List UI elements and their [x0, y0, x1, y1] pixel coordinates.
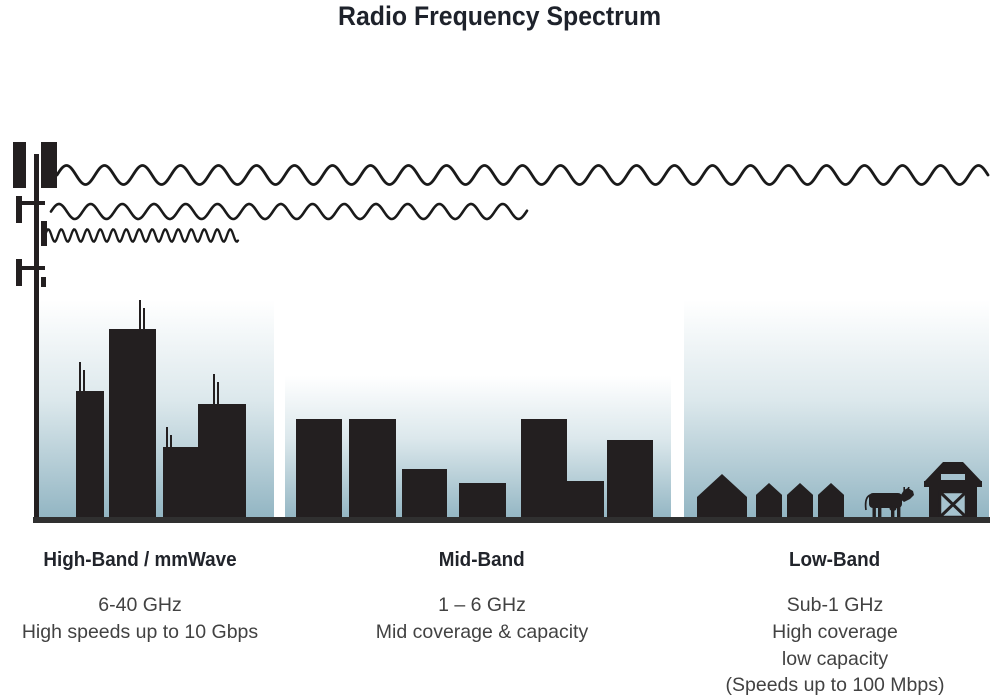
low-band-long-wavelength-wave	[55, 164, 990, 186]
building-silhouette	[607, 440, 653, 520]
skyscraper-silhouette	[198, 404, 246, 520]
skyscraper-silhouette	[109, 329, 156, 520]
mid-band-medium-wavelength-wave	[49, 202, 529, 221]
mid-band-frequency: 1 – 6 GHz	[438, 594, 526, 616]
building-silhouette	[521, 419, 567, 520]
high-band-description: 6-40 GHz High speeds up to 10 Gbps	[18, 592, 262, 646]
high-band-speed: High speeds up to 10 Gbps	[21, 620, 259, 643]
tower-antenna-panel-right	[41, 142, 57, 188]
tower-mast	[33, 154, 39, 520]
mid-band-description: 1 – 6 GHz Mid coverage & capacity	[360, 592, 604, 646]
rooftop-antenna	[139, 300, 141, 329]
tower-stub-antenna-right	[40, 221, 47, 246]
cow-icon	[864, 487, 914, 520]
tower-side-antenna-lower	[16, 259, 22, 286]
building-silhouette	[567, 481, 604, 520]
mid-band-heading: Mid-Band	[439, 548, 525, 571]
tower-crossarm-upper	[17, 201, 45, 205]
building-silhouette	[296, 419, 342, 520]
low-band-heading: Low-Band	[789, 548, 881, 571]
skyscraper-silhouette	[76, 391, 104, 520]
tower-stub-lower	[40, 277, 46, 287]
page-title: Radio Frequency Spectrum	[338, 1, 662, 31]
high-band-frequency: 6-40 GHz	[98, 594, 182, 616]
building-silhouette	[459, 483, 506, 520]
low-band-frequency: Sub-1 GHz	[786, 594, 884, 616]
barn-hayloft-slot	[941, 474, 965, 480]
low-band-coverage: High coverage	[772, 620, 898, 643]
high-band-short-wavelength-wave	[43, 228, 240, 243]
barn-icon	[924, 462, 982, 520]
rooftop-antenna	[143, 308, 145, 329]
rooftop-antenna	[166, 427, 168, 447]
low-band-capacity: low capacity	[781, 647, 889, 670]
mid-band-coverage: Mid coverage & capacity	[375, 620, 589, 643]
building-silhouette	[163, 447, 198, 520]
high-band-heading: High-Band / mmWave	[43, 548, 237, 571]
rooftop-antenna	[170, 435, 172, 447]
building-silhouette	[349, 419, 396, 520]
tower-crossarm-lower	[17, 266, 45, 270]
rooftop-antenna	[213, 374, 215, 404]
tower-antenna-panel-left	[13, 142, 26, 188]
rooftop-antenna	[83, 370, 85, 391]
rooftop-antenna	[79, 362, 81, 391]
low-band-description: Sub-1 GHz High coverage low capacity (Sp…	[713, 592, 957, 699]
tower-side-antenna-upper	[16, 196, 22, 223]
building-silhouette	[402, 469, 447, 520]
rooftop-antenna	[217, 382, 219, 404]
low-band-speed: (Speeds up to 100 Mbps)	[725, 674, 945, 697]
ground-line	[33, 517, 990, 523]
